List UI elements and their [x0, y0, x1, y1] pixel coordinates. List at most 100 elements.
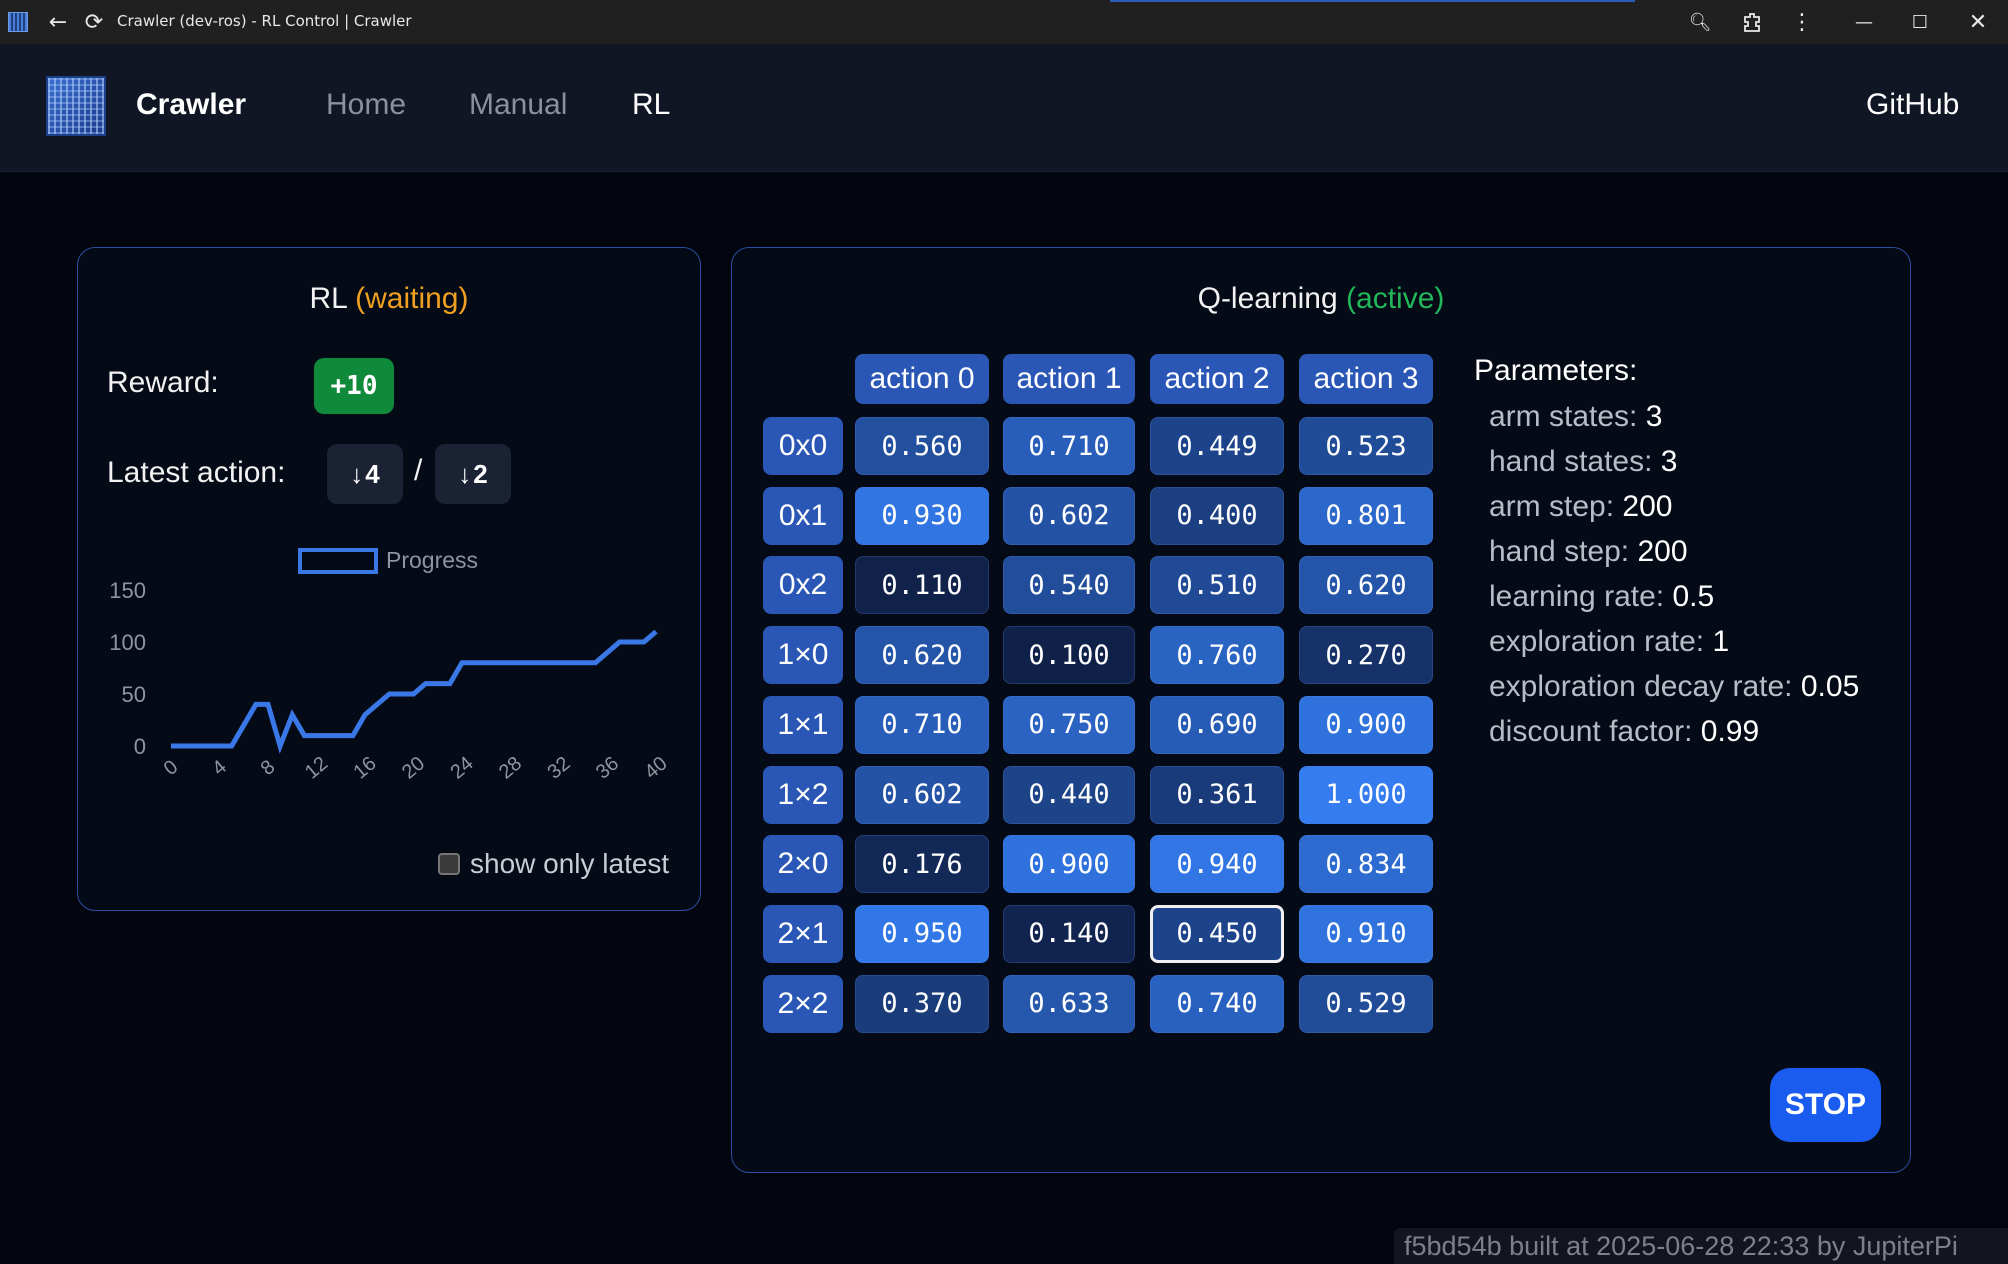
q-value-cell: 0.361 [1150, 765, 1284, 824]
extensions-icon[interactable] [1736, 6, 1768, 38]
show-only-latest-checkbox[interactable] [438, 853, 460, 875]
q-value-cell: 0.940 [1150, 835, 1284, 894]
parameter-label: exploration decay rate: [1489, 670, 1793, 703]
rl-card: RL (waiting) Reward: +10 Latest action: … [77, 247, 701, 911]
nav-link-rl[interactable]: RL [632, 88, 671, 121]
y-tick-label: 100 [109, 630, 146, 655]
arrow-down-icon: ↓ [458, 458, 472, 489]
show-only-latest-label: show only latest [470, 848, 670, 879]
q-value-cell: 0.110 [855, 556, 989, 615]
parameter-label: learning rate: [1489, 580, 1665, 613]
parameter-value: 0.99 [1700, 715, 1760, 748]
q-value-cell: 0.529 [1299, 974, 1433, 1033]
row-header-state: 1×0 [763, 626, 843, 685]
q-value-cell: 0.690 [1150, 695, 1284, 754]
q-value-cell: 0.140 [1003, 904, 1135, 963]
column-header-action-0: action 0 [855, 354, 989, 404]
row-header-state: 1×2 [763, 765, 843, 824]
q-value-cell: 0.900 [1003, 835, 1135, 894]
q-value-cell: 0.602 [855, 765, 989, 824]
q-value-cell: 0.270 [1299, 626, 1433, 685]
more-menu-icon[interactable]: ⋮ [1791, 9, 1813, 35]
row-header-state: 0x1 [763, 486, 843, 545]
parameter-label: discount factor: [1489, 715, 1693, 748]
row-header-state: 0x2 [763, 556, 843, 615]
q-card-title: Q-learning (active) [732, 282, 1910, 316]
y-tick-label: 0 [134, 734, 146, 759]
q-value-cell: 0.801 [1299, 486, 1433, 545]
column-header-action-3: action 3 [1299, 354, 1433, 404]
chart-legend[interactable]: Progress [298, 547, 478, 574]
parameter-row: arm step: 200 [1474, 484, 1859, 529]
q-value-cell: 0.900 [1299, 695, 1433, 754]
x-tick-label: 0 [160, 756, 183, 780]
progress-chart: Progress 0 50 100 150 0 4 8 12 16 20 24 28 32 36 40 [109, 547, 671, 784]
stop-button[interactable]: STOP [1770, 1068, 1881, 1142]
column-header-action-1: action 1 [1003, 354, 1135, 404]
x-tick-label: 40 [640, 752, 671, 783]
q-value-cell: 0.950 [855, 904, 989, 963]
maximize-icon[interactable]: ☐ [1911, 11, 1929, 33]
x-tick-label: 8 [257, 756, 280, 780]
q-value-cell: 0.440 [1003, 765, 1135, 824]
q-value-cell: 0.450 [1150, 904, 1284, 963]
q-value-cell: 0.602 [1003, 486, 1135, 545]
q-value-cell: 0.370 [855, 974, 989, 1033]
rl-status-text: (waiting) [355, 282, 469, 315]
parameter-row: arm states: 3 [1474, 394, 1859, 439]
x-tick-label: 32 [543, 752, 574, 783]
nav-link-home[interactable]: Home [326, 88, 407, 121]
close-icon[interactable]: ✕ [1968, 9, 1988, 35]
q-value-cell: 0.760 [1150, 626, 1284, 685]
latest-action-a-badge: ↓ 4 [327, 444, 403, 504]
parameter-row: exploration rate: 1 [1474, 619, 1859, 664]
row-header-state: 1×1 [763, 695, 843, 754]
nav-link-manual[interactable]: Manual [469, 88, 568, 121]
reload-icon[interactable]: ⟳ [84, 9, 104, 35]
q-value-cell: 0.560 [855, 417, 989, 475]
x-tick-label: 28 [495, 752, 526, 783]
q-value-cell: 0.449 [1150, 417, 1284, 475]
q-value-cell: 0.540 [1003, 556, 1135, 615]
x-tick-label: 16 [349, 752, 380, 783]
reward-label: Reward: [107, 366, 219, 399]
titlebar-accent-line [1110, 0, 1635, 2]
reward-badge: +10 [314, 358, 394, 414]
q-value-cell: 1.000 [1299, 765, 1433, 824]
q-value-cell: 0.834 [1299, 835, 1433, 894]
q-status-text: (active) [1346, 282, 1445, 315]
row-header-state: 0x0 [763, 417, 843, 475]
q-value-cell: 0.633 [1003, 974, 1135, 1033]
parameter-row: hand step: 200 [1474, 529, 1859, 574]
parameters-title: Parameters: [1474, 354, 1638, 387]
minimize-icon[interactable]: — [1855, 11, 1873, 33]
x-tick-label: 4 [208, 756, 231, 780]
window-title: Crawler (dev-ros) - RL Control | Crawler [117, 12, 412, 30]
parameter-value: 0.05 [1800, 670, 1860, 703]
latest-action-a-value: 4 [365, 458, 380, 489]
parameter-label: exploration rate: [1489, 625, 1705, 658]
column-header-action-2: action 2 [1150, 354, 1284, 404]
brand-name[interactable]: Crawler [136, 88, 247, 121]
progress-series-line [171, 629, 658, 754]
x-tick-label: 36 [592, 752, 623, 783]
parameter-label: arm step: [1489, 490, 1615, 523]
parameter-label: hand states: [1489, 445, 1653, 478]
parameter-value: 1 [1712, 625, 1730, 658]
parameter-row: discount factor: 0.99 [1474, 709, 1859, 754]
latest-action-b-value: 2 [473, 458, 488, 489]
window-titlebar: ← ⟳ Crawler (dev-ros) - RL Control | Cra… [0, 0, 2008, 44]
latest-action-b-badge: ↓ 2 [435, 444, 511, 504]
parameter-row: exploration decay rate: 0.05 [1474, 664, 1859, 709]
nav-link-github[interactable]: GitHub [1866, 88, 1960, 121]
parameter-label: hand step: [1489, 535, 1630, 568]
parameter-value: 200 [1637, 535, 1688, 568]
zoom-icon[interactable]: 🔍︎ [1688, 11, 1712, 33]
back-icon[interactable]: ← [48, 9, 68, 35]
q-value-cell: 0.740 [1150, 974, 1284, 1033]
crawler-logo-icon[interactable] [46, 76, 106, 136]
q-value-cell: 0.523 [1299, 417, 1433, 475]
show-only-latest-toggle[interactable]: show only latest [438, 848, 669, 880]
parameter-value: 200 [1622, 490, 1673, 523]
